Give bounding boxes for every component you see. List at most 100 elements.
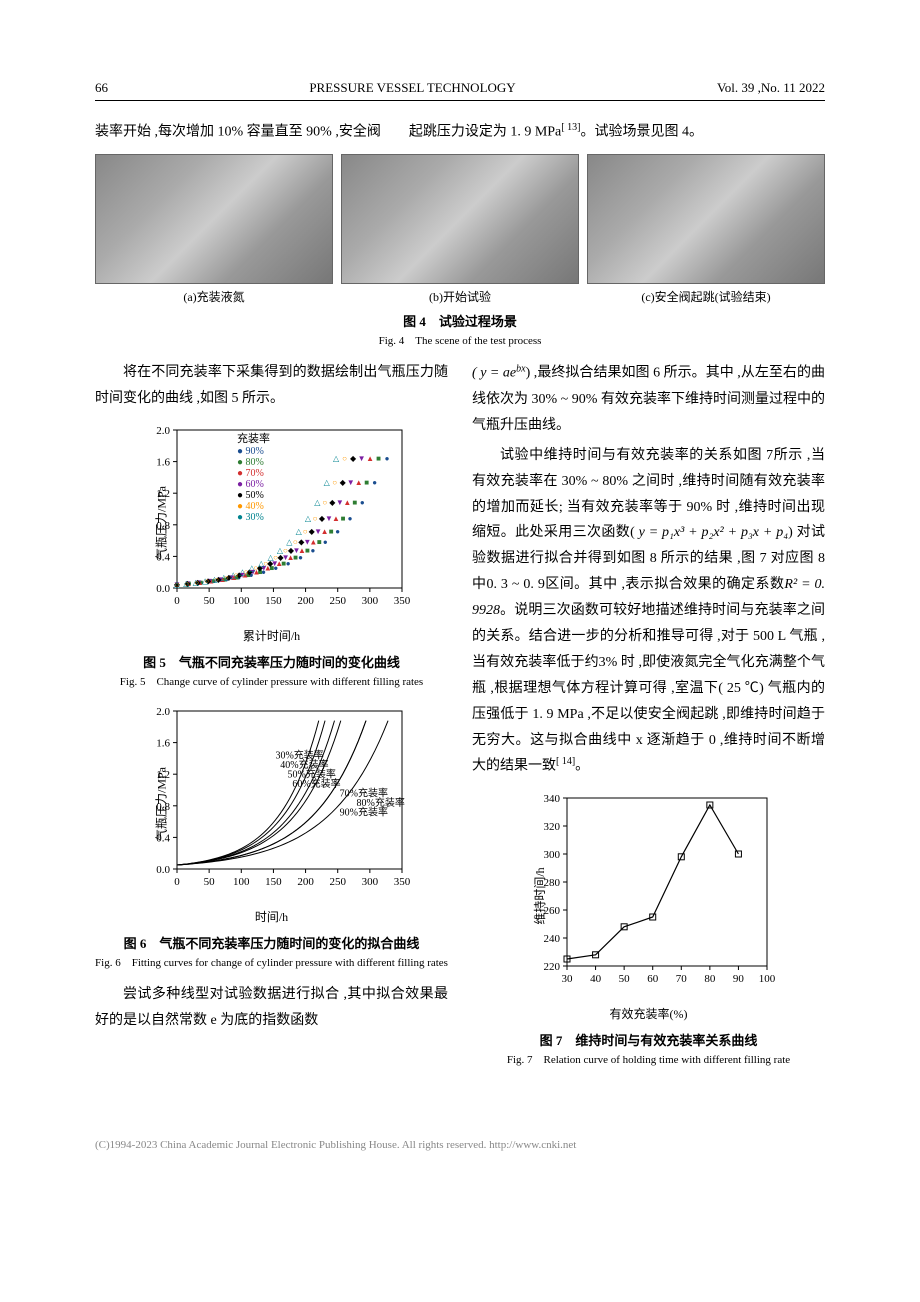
svg-text:■: ■ — [316, 538, 321, 547]
svg-text:0: 0 — [174, 595, 180, 607]
photo-cap-a: (a)充装液氮 — [95, 288, 333, 305]
svg-text:◆: ◆ — [339, 478, 346, 487]
right-column: ( y = aebx) ,最终拟合结果如图 6 所示。其中 ,从左至右的曲线依次… — [472, 360, 825, 1079]
svg-text:△: △ — [183, 579, 190, 588]
svg-text:△: △ — [211, 575, 218, 584]
svg-text:△: △ — [286, 538, 293, 547]
photo-cap-c: (c)安全阀起跳(试验结束) — [587, 288, 825, 305]
svg-text:0.0: 0.0 — [156, 864, 170, 876]
svg-text:●: ● — [359, 498, 364, 507]
photo-c — [587, 154, 825, 284]
svg-text:▼: ▼ — [335, 498, 343, 507]
svg-text:60%充装率: 60%充装率 — [292, 777, 340, 790]
svg-text:◆: ◆ — [308, 527, 315, 536]
svg-text:△: △ — [267, 553, 274, 562]
svg-text:100: 100 — [758, 973, 775, 985]
svg-text:90%充装率: 90%充装率 — [339, 806, 387, 819]
svg-text:△: △ — [192, 578, 199, 587]
svg-text:■: ■ — [328, 527, 333, 536]
fig5-chart: 0501001502002503003500.00.40.81.21.62.0●… — [95, 420, 448, 644]
svg-text:▼: ▼ — [303, 538, 311, 547]
svg-text:■: ■ — [352, 498, 357, 507]
svg-text:■: ■ — [376, 454, 381, 463]
svg-text:40: 40 — [590, 973, 602, 985]
page-header: 66 PRESSURE VESSEL TECHNOLOGY Vol. 39 ,N… — [95, 80, 825, 101]
svg-text:350: 350 — [393, 876, 410, 888]
svg-text:△: △ — [295, 527, 302, 536]
svg-text:△: △ — [248, 564, 255, 573]
svg-text:○: ○ — [283, 546, 288, 555]
svg-text:● 50%: ● 50% — [237, 490, 264, 501]
svg-text:△: △ — [332, 454, 339, 463]
svg-text:0.0: 0.0 — [156, 583, 170, 595]
svg-text:300: 300 — [543, 849, 560, 861]
svg-text:100: 100 — [233, 876, 250, 888]
svg-text:△: △ — [314, 498, 321, 507]
svg-text:■: ■ — [364, 478, 369, 487]
svg-text:●: ● — [322, 538, 327, 547]
svg-text:△: △ — [220, 573, 227, 582]
fig5-title-zh: 图 5 气瓶不同充装率压力随时间的变化曲线 — [95, 652, 448, 671]
fig7-title-en: Fig. 7 Relation curve of holding time wi… — [472, 1051, 825, 1067]
svg-text:▼: ▼ — [325, 514, 333, 523]
photo-b — [341, 154, 579, 284]
intro-line: 装率开始 ,每次增加 10% 容量直至 90% ,安全阀 起跳压力设定为 1. … — [95, 119, 825, 144]
svg-text:○: ○ — [342, 454, 347, 463]
svg-text:● 90%: ● 90% — [237, 446, 264, 457]
svg-text:2.0: 2.0 — [156, 425, 170, 437]
svg-text:150: 150 — [265, 595, 282, 607]
svg-text:充装率: 充装率 — [237, 431, 270, 445]
svg-text:◆: ◆ — [318, 514, 325, 523]
svg-text:1.6: 1.6 — [156, 457, 170, 469]
fig6-title-en: Fig. 6 Fitting curves for change of cyli… — [95, 954, 448, 970]
svg-text:△: △ — [323, 478, 330, 487]
svg-text:▲: ▲ — [354, 478, 362, 487]
svg-text:● 80%: ● 80% — [237, 457, 264, 468]
svg-text:■: ■ — [340, 514, 345, 523]
svg-text:50: 50 — [203, 876, 215, 888]
fig6-chart: 0501001502002503003500.00.40.81.21.62.03… — [95, 701, 448, 925]
svg-text:50: 50 — [203, 595, 215, 607]
svg-text:● 30%: ● 30% — [237, 512, 264, 523]
svg-text:200: 200 — [297, 595, 314, 607]
svg-text:△: △ — [201, 577, 208, 586]
fig7-title-zh: 图 7 维持时间与有效充装率关系曲线 — [472, 1030, 825, 1049]
svg-text:▲: ▲ — [332, 514, 340, 523]
svg-text:△: △ — [258, 559, 265, 568]
fig4-title-zh: 图 4 试验过程场景 — [95, 311, 825, 330]
svg-text:△: △ — [230, 571, 237, 580]
left-column: 将在不同充装率下采集得到的数据绘制出气瓶压力随时间变化的曲线 ,如图 5 所示。… — [95, 360, 448, 1079]
svg-text:● 40%: ● 40% — [237, 501, 264, 512]
photo-a — [95, 154, 333, 284]
para-2: 尝试多种线型对试验数据进行拟合 ,其中拟合效果最好的是以自然常数 e 为底的指数… — [95, 982, 448, 1034]
svg-text:●: ● — [384, 454, 389, 463]
svg-text:300: 300 — [361, 876, 378, 888]
svg-text:●: ● — [310, 546, 315, 555]
svg-text:100: 100 — [233, 595, 250, 607]
fig7-svg: 30405060708090100220240260280300320340维持… — [519, 788, 779, 1003]
svg-text:△: △ — [173, 580, 180, 589]
svg-text:▼: ▼ — [346, 478, 354, 487]
svg-text:△: △ — [304, 514, 311, 523]
svg-text:320: 320 — [543, 821, 560, 833]
svg-text:○: ○ — [302, 527, 307, 536]
r2e: 。 — [575, 759, 589, 774]
intro-left: 装率开始 ,每次增加 10% 容量直至 90% ,安全阀 — [95, 125, 381, 140]
para-r2: 试验中维持时间与有效充装率的关系如图 7所示 ,当有效充装率在 30% ~ 80… — [472, 443, 825, 780]
svg-text:○: ○ — [332, 478, 337, 487]
svg-text:◆: ◆ — [298, 538, 305, 547]
svg-text:240: 240 — [543, 933, 560, 945]
svg-text:● 70%: ● 70% — [237, 468, 264, 479]
svg-text:◆: ◆ — [287, 546, 294, 555]
svg-text:30: 30 — [561, 973, 573, 985]
svg-text:◆: ◆ — [329, 498, 336, 507]
svg-text:80: 80 — [704, 973, 716, 985]
fig6-svg: 0501001502002503003500.00.40.81.21.62.03… — [132, 701, 412, 906]
intro-tail: 。试验场景见图 4。 — [580, 125, 703, 140]
photo-cap-b: (b)开始试验 — [341, 288, 579, 305]
fig5-svg: 0501001502002503003500.00.40.81.21.62.0●… — [132, 420, 412, 625]
svg-text:150: 150 — [265, 876, 282, 888]
svg-text:250: 250 — [329, 595, 346, 607]
svg-text:2.0: 2.0 — [156, 706, 170, 718]
eq1-base: ( y = ae — [472, 366, 516, 381]
